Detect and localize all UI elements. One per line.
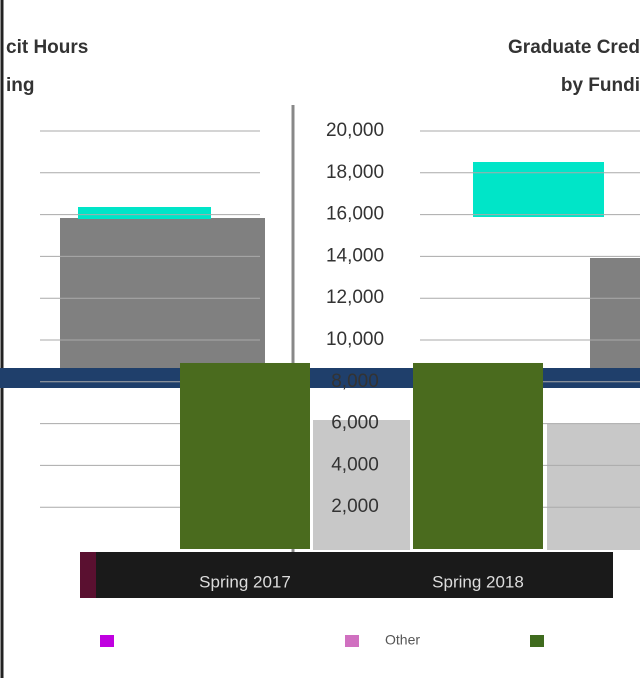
left-title: cit Hours	[6, 37, 88, 58]
glitch-block	[473, 162, 604, 217]
y-tick-label: 12,000	[326, 287, 384, 308]
bar	[180, 363, 310, 549]
chart-title: by Fundi	[561, 75, 640, 96]
glitch-block	[547, 424, 640, 550]
y-tick-label: 14,000	[326, 245, 384, 266]
chart-title: Graduate Cred	[508, 37, 640, 58]
glitch-block	[313, 420, 410, 550]
y-tick-label: 6,000	[331, 413, 379, 434]
y-tick-label: 10,000	[326, 329, 384, 350]
y-tick-label: 16,000	[326, 204, 384, 225]
axis-band	[80, 552, 613, 598]
y-tick-label: 8,000	[331, 371, 379, 392]
x-tick-label: Spring 2017	[199, 572, 291, 591]
glitch-band	[0, 368, 640, 388]
glitch-block	[590, 258, 640, 368]
y-tick-label: 4,000	[331, 454, 379, 475]
legend-swatch	[530, 635, 544, 647]
legend-swatch	[100, 635, 114, 647]
y-tick-label: 20,000	[326, 120, 384, 141]
axis-band-edge	[80, 552, 96, 598]
legend-swatch	[345, 635, 359, 647]
y-tick-label: 2,000	[331, 496, 379, 517]
chart: cit Hours ing Graduate Cred by Fundi Oth…	[0, 0, 640, 678]
glitch-block	[60, 218, 265, 368]
x-tick-label: Spring 2018	[432, 572, 524, 591]
left-title: ing	[6, 75, 35, 96]
legend-label: Other	[385, 632, 420, 648]
glitch-block	[78, 207, 211, 219]
page: {"chart_data": {"type": "bar", "left_tit…	[0, 0, 640, 678]
y-tick-label: 18,000	[326, 162, 384, 183]
bar	[413, 363, 543, 549]
